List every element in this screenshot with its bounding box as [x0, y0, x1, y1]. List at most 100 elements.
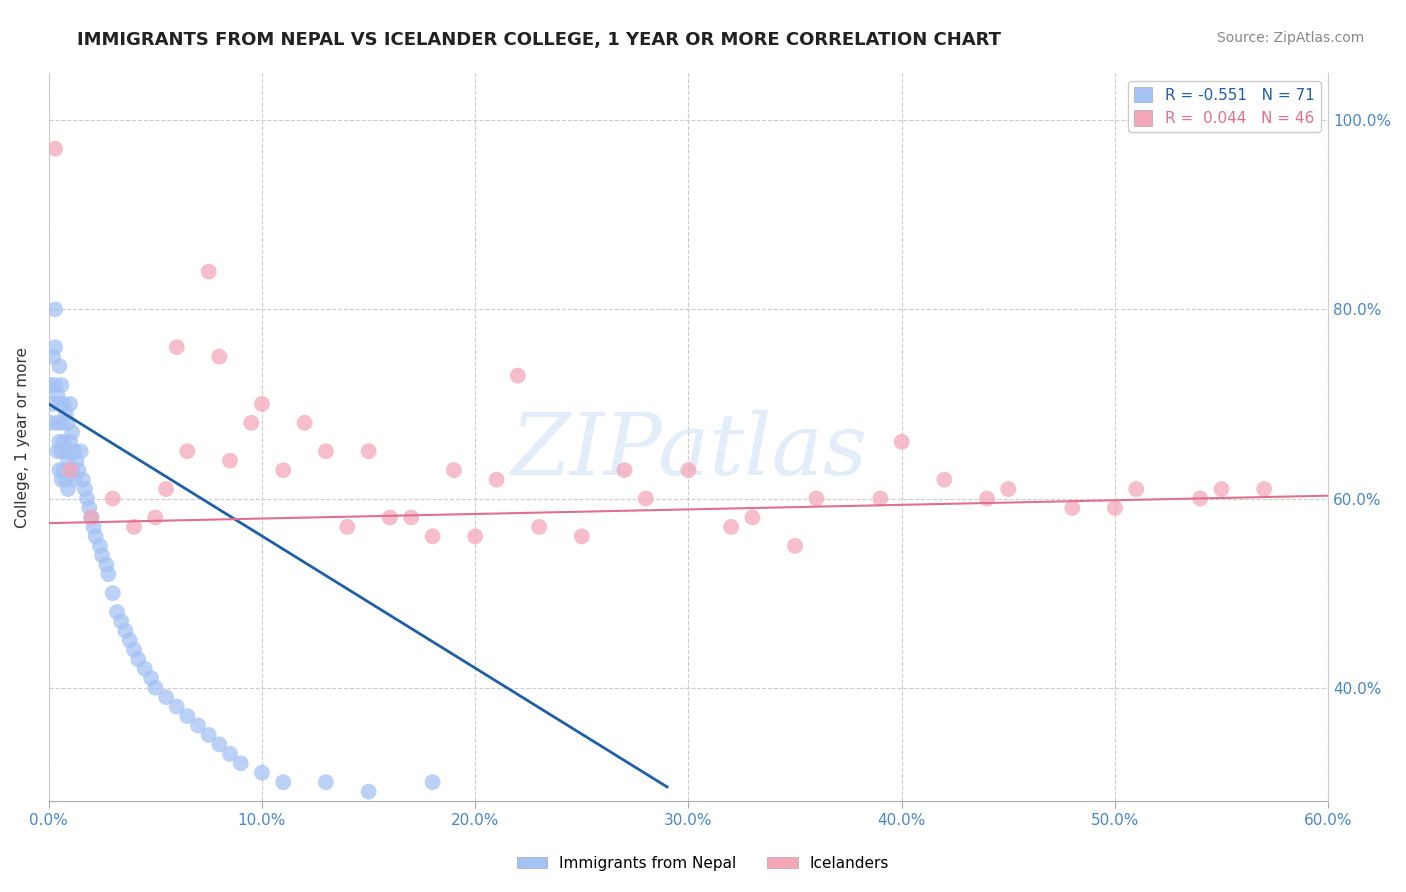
Point — [39, 416, 62, 430]
Point — [56, 482, 79, 496]
Point — [48, 397, 70, 411]
Point — [51, 444, 73, 458]
Point — [44, 378, 66, 392]
Y-axis label: College, 1 year or more: College, 1 year or more — [15, 347, 30, 527]
Point — [105, 605, 128, 619]
Point — [1253, 482, 1275, 496]
Point — [378, 510, 401, 524]
Point — [176, 444, 198, 458]
Point — [83, 520, 105, 534]
Point — [114, 624, 136, 638]
Point — [48, 434, 70, 449]
Point — [76, 491, 98, 506]
Point — [869, 491, 891, 506]
Point — [1211, 482, 1233, 496]
Point — [101, 586, 124, 600]
Point — [60, 463, 83, 477]
Point — [51, 473, 73, 487]
Point — [69, 444, 91, 458]
Point — [127, 652, 149, 666]
Point — [422, 775, 444, 789]
Point — [219, 747, 242, 761]
Point — [294, 416, 316, 430]
Point — [357, 444, 380, 458]
Point — [219, 453, 242, 467]
Point — [51, 378, 73, 392]
Point — [60, 425, 83, 440]
Point — [89, 539, 111, 553]
Point — [59, 434, 82, 449]
Point — [357, 785, 380, 799]
Point — [59, 463, 82, 477]
Point — [166, 699, 188, 714]
Point — [197, 728, 219, 742]
Point — [997, 482, 1019, 496]
Point — [250, 397, 273, 411]
Point — [155, 482, 177, 496]
Point — [80, 510, 103, 524]
Point — [1125, 482, 1147, 496]
Point — [44, 302, 66, 317]
Point — [139, 671, 162, 685]
Point — [56, 416, 79, 430]
Point — [1104, 500, 1126, 515]
Point — [51, 416, 73, 430]
Point — [65, 453, 87, 467]
Point — [39, 378, 62, 392]
Point — [976, 491, 998, 506]
Point — [46, 387, 69, 401]
Point — [42, 397, 65, 411]
Point — [271, 463, 294, 477]
Point — [55, 406, 77, 420]
Point — [44, 142, 66, 156]
Point — [464, 529, 486, 543]
Point — [197, 264, 219, 278]
Point — [59, 463, 82, 477]
Point — [42, 350, 65, 364]
Point — [208, 738, 231, 752]
Point — [720, 520, 742, 534]
Text: IMMIGRANTS FROM NEPAL VS ICELANDER COLLEGE, 1 YEAR OR MORE CORRELATION CHART: IMMIGRANTS FROM NEPAL VS ICELANDER COLLE… — [77, 31, 1001, 49]
Point — [506, 368, 529, 383]
Point — [52, 463, 75, 477]
Point — [48, 359, 70, 373]
Point — [145, 510, 167, 524]
Point — [1189, 491, 1212, 506]
Point — [571, 529, 593, 543]
Point — [73, 482, 96, 496]
Point — [48, 463, 70, 477]
Point — [485, 473, 508, 487]
Point — [77, 500, 100, 515]
Point — [315, 775, 337, 789]
Point — [527, 520, 550, 534]
Point — [934, 473, 956, 487]
Point — [91, 548, 114, 562]
Point — [59, 397, 82, 411]
Point — [55, 473, 77, 487]
Point — [84, 529, 107, 543]
Point — [52, 434, 75, 449]
Point — [315, 444, 337, 458]
Point — [46, 416, 69, 430]
Point — [229, 756, 252, 771]
Legend: R = -0.551   N = 71, R =  0.044   N = 46: R = -0.551 N = 71, R = 0.044 N = 46 — [1128, 80, 1320, 132]
Point — [122, 643, 145, 657]
Point — [67, 463, 90, 477]
Point — [52, 397, 75, 411]
Point — [806, 491, 828, 506]
Point — [155, 690, 177, 705]
Point — [46, 444, 69, 458]
Point — [122, 520, 145, 534]
Point — [55, 444, 77, 458]
Point — [443, 463, 465, 477]
Point — [187, 718, 209, 732]
Point — [783, 539, 806, 553]
Point — [678, 463, 700, 477]
Point — [63, 473, 86, 487]
Point — [240, 416, 263, 430]
Point — [97, 567, 120, 582]
Point — [176, 709, 198, 723]
Point — [80, 510, 103, 524]
Point — [336, 520, 359, 534]
Point — [613, 463, 636, 477]
